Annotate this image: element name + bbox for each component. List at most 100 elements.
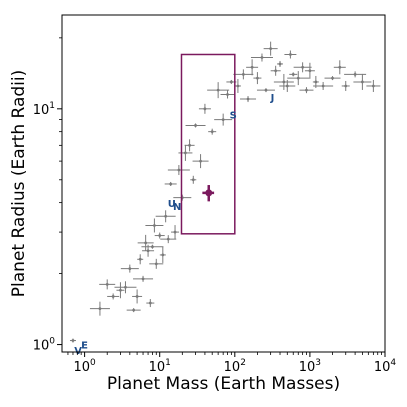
data-point: [299, 87, 314, 94]
point-marker: [194, 124, 197, 127]
data-point: [184, 139, 195, 152]
data-point: [313, 81, 334, 90]
data-point: [154, 232, 165, 239]
point-marker: [169, 182, 173, 186]
point-marker: [151, 245, 154, 249]
point-marker: [264, 88, 268, 92]
data-point: [324, 76, 341, 81]
data-point: [214, 113, 233, 126]
data-point: [89, 301, 110, 316]
data-point: [341, 80, 350, 91]
data-point: [178, 144, 193, 161]
tick-label: 102: [224, 358, 246, 375]
point-marker: [278, 62, 282, 66]
point-marker: [184, 151, 187, 155]
point-marker: [164, 214, 168, 218]
point-marker: [71, 339, 75, 342]
point-marker: [282, 80, 286, 84]
point-marker: [331, 76, 334, 80]
data-point: [246, 59, 259, 76]
point-marker: [291, 72, 295, 76]
point-marker: [216, 88, 220, 92]
point-marker: [141, 277, 145, 281]
point-marker: [177, 168, 181, 172]
point-marker: [153, 224, 156, 227]
data-point: [137, 254, 144, 265]
planet-label: E: [81, 341, 88, 352]
point-marker: [229, 80, 233, 84]
point-marker: [308, 69, 312, 73]
point-marker: [305, 88, 308, 92]
planet-label: N: [173, 202, 181, 213]
point-marker: [111, 295, 115, 298]
tick-label: 100: [73, 358, 96, 375]
data-point: [293, 62, 312, 73]
data-point: [155, 210, 176, 223]
planet-label: U: [168, 199, 176, 210]
point-marker: [371, 84, 375, 88]
tick-label: 101: [33, 101, 55, 118]
point-marker: [353, 72, 357, 76]
data-point: [114, 281, 137, 294]
point-marker: [203, 107, 207, 111]
y-axis-title: Planet Radius (Earth Radii): [9, 70, 29, 297]
data-point: [207, 82, 230, 99]
data-point: [289, 72, 298, 77]
data-point: [185, 123, 206, 128]
point-marker: [314, 80, 318, 84]
point-marker: [154, 262, 158, 266]
point-marker: [188, 143, 191, 147]
tick-label: 101: [149, 358, 171, 375]
data-point: [273, 73, 294, 90]
data-point: [159, 246, 166, 263]
data-points: [69, 41, 381, 343]
point-marker: [173, 230, 177, 234]
x-axis-title: Planet Mass (Earth Masses): [107, 374, 340, 394]
point-marker: [269, 47, 273, 51]
data-point: [353, 73, 372, 90]
data-point: [253, 72, 262, 85]
point-marker: [321, 84, 325, 88]
data-point: [198, 103, 211, 114]
data-point: [137, 234, 154, 251]
data-point: [333, 60, 346, 75]
solar-system-planets: V E UN S J: [74, 93, 274, 357]
data-point: [107, 293, 120, 300]
point-marker: [158, 234, 162, 237]
point-marker: [250, 65, 254, 69]
tick-label: 104: [374, 358, 397, 375]
data-point: [250, 53, 273, 62]
data-point: [284, 50, 297, 59]
point-marker: [119, 288, 122, 292]
point-marker: [226, 93, 229, 96]
data-point: [149, 258, 164, 269]
data-point: [234, 78, 241, 93]
planet-label: V: [74, 346, 82, 357]
data-point: [279, 79, 296, 92]
point-marker: [128, 267, 132, 271]
data-point: [171, 225, 180, 240]
point-marker: [246, 97, 250, 101]
planet-label: J: [270, 93, 275, 104]
data-point: [270, 65, 281, 76]
point-marker: [124, 285, 127, 289]
data-point: [366, 79, 381, 92]
data-point: [190, 175, 197, 184]
point-marker: [138, 257, 142, 261]
data-point: [99, 279, 116, 290]
data-point: [133, 275, 154, 282]
data-point: [208, 128, 217, 135]
point-marker: [236, 84, 240, 88]
point-marker: [241, 72, 245, 76]
data-point: [126, 308, 141, 313]
point-marker: [360, 80, 364, 84]
data-point: [69, 338, 76, 343]
data-point: [304, 62, 315, 79]
highlight-layer: [202, 185, 215, 202]
point-marker: [221, 118, 225, 122]
point-marker: [301, 65, 305, 69]
data-point: [167, 165, 190, 176]
point-marker: [166, 237, 170, 241]
data-point: [160, 235, 177, 244]
